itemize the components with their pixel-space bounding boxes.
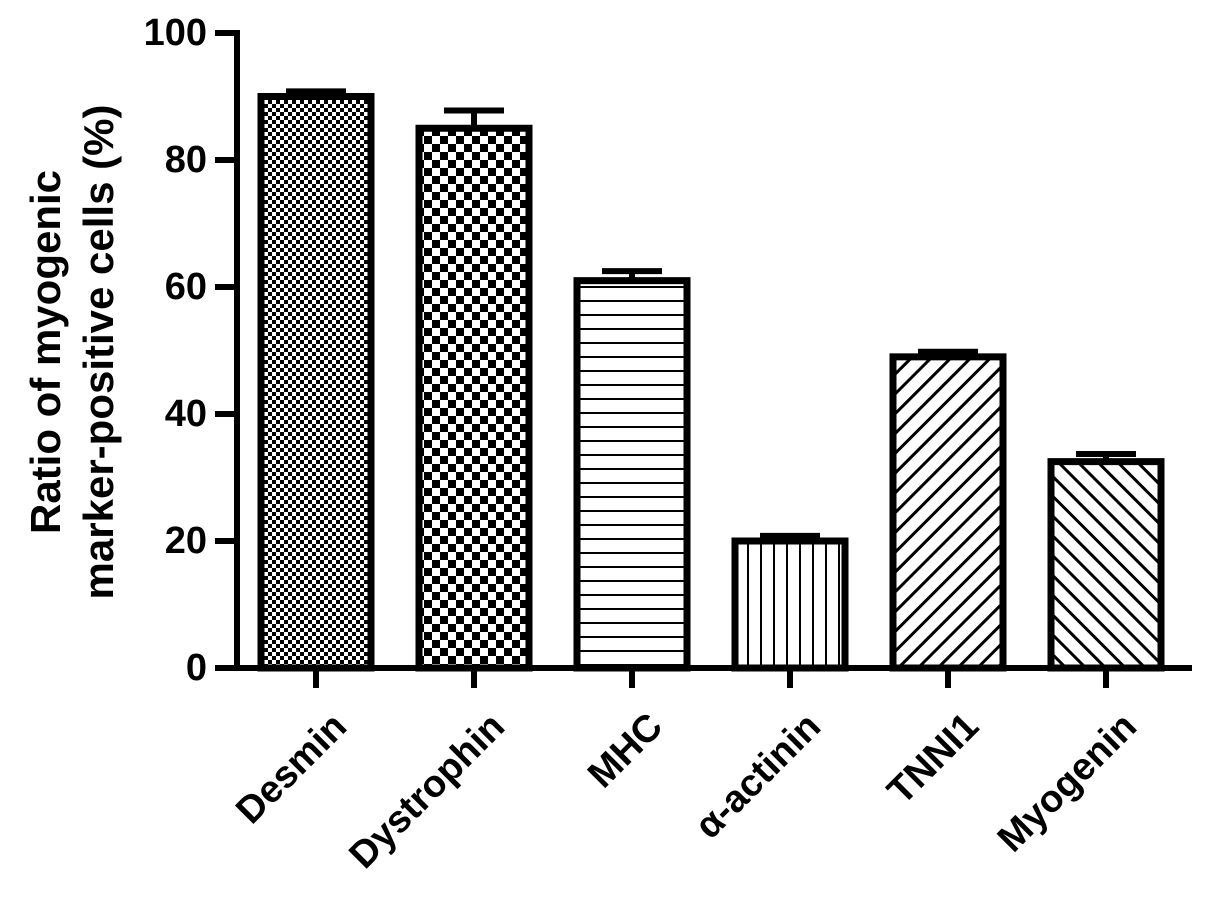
y-axis: 0 20 40 60 80 100 xyxy=(144,12,240,689)
x-tick-label-5: TNNI1 xyxy=(880,705,987,812)
bars-group xyxy=(257,88,1165,672)
bar-6 xyxy=(1047,458,1165,672)
x-tick-label-2: Dystrophin xyxy=(342,705,514,877)
bar-1 xyxy=(257,93,375,672)
bar-5 xyxy=(889,353,1007,672)
y-tick-label-3: 40 xyxy=(165,393,207,435)
x-tick-label-6: Myogenin xyxy=(990,705,1145,860)
y-tick-label-2: 20 xyxy=(165,520,207,562)
bar-4 xyxy=(731,537,849,672)
x-tick-label-3: MHC xyxy=(580,705,671,796)
y-tick-label-5: 80 xyxy=(165,139,207,181)
x-tick-label-4: α-actinin xyxy=(687,705,829,847)
y-tick-label-1: 0 xyxy=(186,647,207,689)
y-tick-label-6: 100 xyxy=(144,12,207,54)
x-tick-label-1: Desmin xyxy=(228,705,355,832)
bar-2 xyxy=(415,124,533,672)
y-axis-title-line-2: marker-positive cells (%) xyxy=(75,105,122,600)
y-tick-label-4: 60 xyxy=(165,266,207,308)
bar-3 xyxy=(573,277,691,672)
y-axis-title-line-1: Ratio of myogenic xyxy=(22,170,69,534)
